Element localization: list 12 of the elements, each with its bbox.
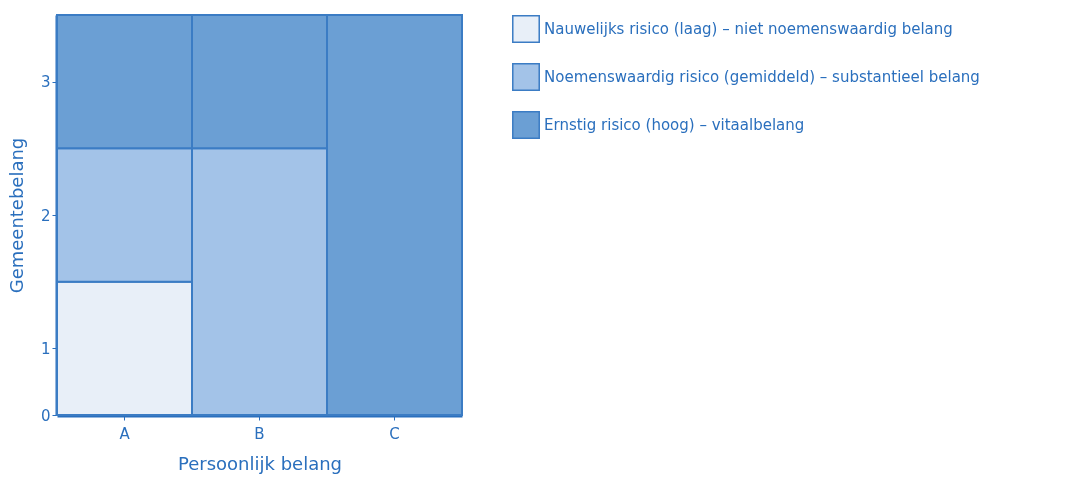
y-axis-title: Gemeentebelang	[5, 137, 27, 294]
legend-label: Nauwelijks risico (laag) – niet noemenswaardig belang	[544, 20, 953, 38]
y-tick-label: 1	[40, 339, 51, 358]
y-tick-label: 2	[40, 206, 51, 225]
x-axis-title: Persoonlijk belang	[177, 452, 343, 474]
legend-label: Ernstig risico (hoog) – vitaalbelang	[544, 116, 805, 134]
x-tick-label: C	[389, 424, 400, 443]
legend-label: Noemenswaardig risico (gemiddeld) – substantieel belang	[544, 68, 980, 86]
y-tick-label: 0	[40, 406, 51, 425]
y-tick-label: 3	[40, 73, 51, 92]
x-tick-label: B	[254, 424, 265, 443]
x-tick-label: A	[119, 424, 131, 443]
